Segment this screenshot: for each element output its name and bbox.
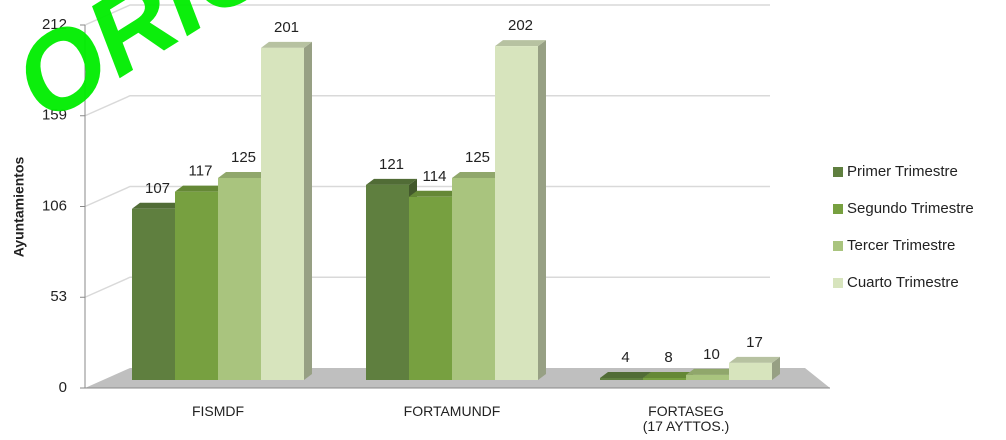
bar bbox=[452, 177, 495, 380]
bar-top bbox=[729, 356, 780, 363]
bar-side bbox=[304, 41, 312, 381]
bar-top bbox=[261, 41, 312, 48]
y-tick-label: 212 bbox=[42, 16, 67, 33]
bar bbox=[175, 191, 218, 380]
bar bbox=[366, 184, 409, 380]
bar-top bbox=[409, 190, 460, 197]
bar-top bbox=[686, 368, 737, 375]
y-tick-label: 159 bbox=[42, 107, 67, 124]
bar bbox=[132, 208, 175, 380]
y-tick-label: 0 bbox=[59, 379, 67, 396]
value-label: 114 bbox=[423, 168, 447, 185]
grid-line bbox=[84, 185, 770, 208]
value-label: 17 bbox=[746, 334, 763, 351]
legend-swatch bbox=[833, 241, 843, 251]
bar-top bbox=[366, 178, 417, 185]
grid-line bbox=[84, 95, 770, 117]
grid-line bbox=[84, 4, 770, 26]
bar-top bbox=[452, 171, 503, 178]
value-label: 125 bbox=[231, 149, 256, 166]
x-tick-label: FISMDF bbox=[191, 403, 245, 419]
value-label: 121 bbox=[379, 156, 404, 173]
y-axis-label: Ayuntamientos bbox=[11, 156, 27, 257]
bar bbox=[643, 378, 686, 380]
legend-swatch bbox=[833, 167, 843, 177]
value-label: 107 bbox=[145, 180, 170, 197]
y-tick-label: 53 bbox=[50, 288, 67, 305]
legend-label: Segundo Trimestre bbox=[847, 200, 974, 217]
bar-top bbox=[643, 372, 694, 378]
bar-top bbox=[600, 372, 651, 378]
bar-top bbox=[175, 185, 226, 192]
bar bbox=[495, 46, 538, 380]
value-label: 117 bbox=[189, 163, 213, 180]
grid-line bbox=[84, 276, 770, 298]
x-tick-label: FORTASEG (17 AYTTOS.) bbox=[642, 403, 730, 434]
y-tick-label: 106 bbox=[42, 197, 67, 214]
bar bbox=[261, 47, 304, 381]
value-label: 201 bbox=[274, 19, 299, 36]
bar-top bbox=[495, 40, 546, 47]
value-label: 4 bbox=[621, 349, 629, 366]
value-label: 125 bbox=[465, 149, 490, 166]
bar bbox=[729, 362, 772, 380]
bar-top bbox=[218, 171, 269, 178]
bar-top bbox=[132, 202, 183, 209]
x-tick-label: FORTAMUNDF bbox=[403, 403, 501, 419]
legend-label: Primer Trimestre bbox=[847, 163, 958, 180]
bar bbox=[409, 196, 452, 380]
value-label: 202 bbox=[508, 17, 533, 34]
legend-label: Cuarto Trimestre bbox=[847, 274, 959, 291]
bar bbox=[600, 378, 643, 380]
watermark: ORIG bbox=[0, 0, 297, 145]
legend-swatch bbox=[833, 204, 843, 214]
bar bbox=[686, 374, 729, 380]
bar-side bbox=[772, 356, 780, 380]
legend-label: Tercer Trimestre bbox=[847, 237, 955, 254]
legend-swatch bbox=[833, 278, 843, 288]
value-label: 8 bbox=[664, 349, 672, 366]
value-label: 10 bbox=[703, 346, 720, 363]
bar-side bbox=[538, 40, 546, 380]
bar bbox=[218, 177, 261, 380]
